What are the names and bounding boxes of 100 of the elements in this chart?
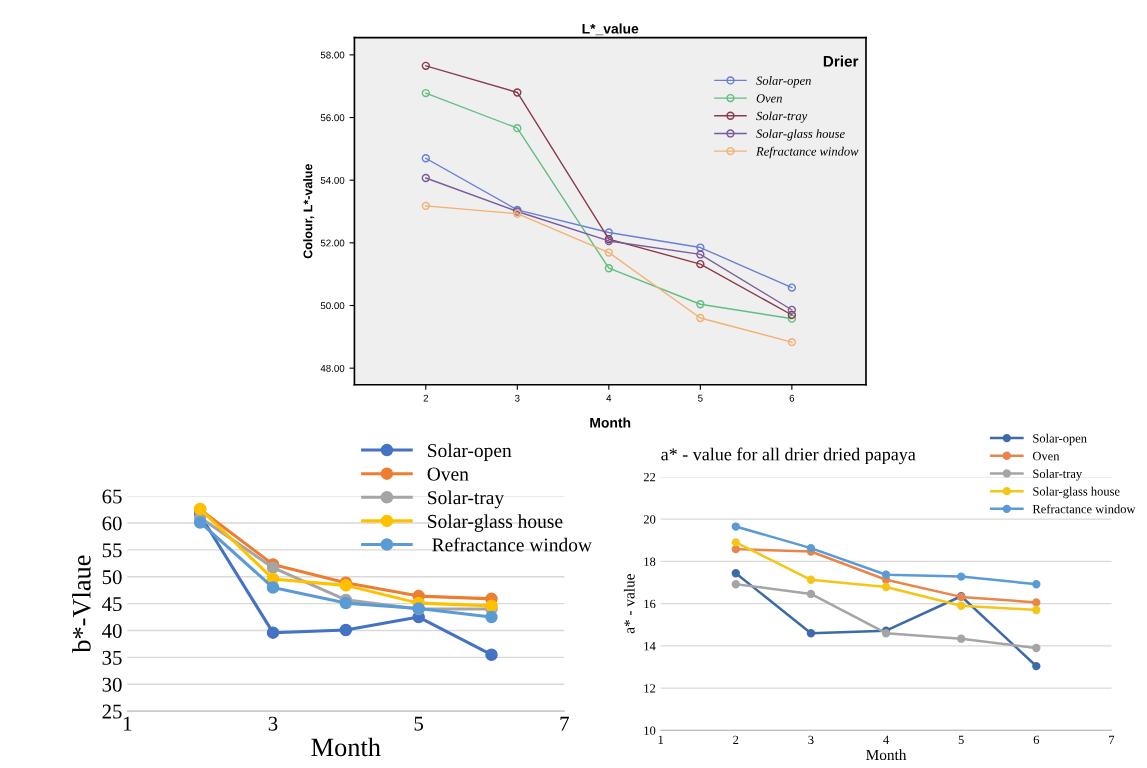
- y-tick-label: 50.00: [320, 302, 345, 310]
- point: [696, 313, 705, 323]
- point: [731, 522, 740, 531]
- y-tick-label: 18: [644, 557, 656, 566]
- y-axis-title: b*-Vlaue: [72, 555, 91, 653]
- point: [696, 300, 705, 309]
- x-tick-label: 3: [514, 394, 520, 402]
- x-tick-label: 3: [808, 735, 814, 745]
- y-tick-label: 52.00: [320, 239, 345, 247]
- x-tick-label: 6: [789, 394, 795, 402]
- x-axis-title: Month: [866, 749, 907, 761]
- legend-label: Solar-open: [756, 76, 811, 88]
- x-tick-label: 1: [123, 716, 132, 731]
- point: [421, 154, 430, 163]
- y-tick-label: 20: [643, 515, 656, 524]
- legend-label: Refractance window: [756, 146, 859, 159]
- legend-label: Refractance window: [1032, 504, 1136, 514]
- point: [1032, 598, 1041, 607]
- point: [421, 173, 430, 183]
- x-tick-label: 5: [958, 735, 964, 745]
- point: [485, 648, 498, 661]
- y-tick-label: 22: [643, 472, 656, 482]
- point: [881, 570, 891, 579]
- point: [604, 248, 613, 257]
- legend-label: Refractance window: [432, 537, 592, 552]
- y-tick-label: 45: [102, 597, 122, 612]
- x-tick-label: 2: [423, 394, 429, 402]
- point: [806, 543, 816, 553]
- point: [806, 589, 816, 599]
- x-axis-title: Month: [311, 737, 381, 757]
- y-axis-title: a* - value: [623, 574, 635, 634]
- legend-label: Solar-open: [1033, 433, 1087, 446]
- point: [421, 61, 430, 70]
- point: [1032, 643, 1041, 653]
- legend-title: Drier: [823, 55, 859, 67]
- point: [421, 201, 430, 211]
- x-tick-label: 5: [414, 716, 424, 731]
- y-tick-label: 14: [644, 641, 656, 651]
- point: [485, 610, 498, 624]
- y-tick-label: 56.00: [320, 114, 345, 122]
- legend-label: Solar-tray: [756, 111, 808, 123]
- y-tick-label: 58.00: [320, 51, 345, 59]
- x-tick-label: 3: [268, 716, 278, 731]
- legend-label: Solar-tray: [428, 490, 505, 509]
- y-tick-label: 65: [102, 489, 122, 504]
- point: [421, 88, 430, 98]
- point: [731, 544, 740, 554]
- legend-label: Solar-tray: [1033, 469, 1083, 481]
- point: [957, 634, 966, 643]
- y-tick-label: 10: [644, 726, 656, 735]
- x-tick-label: 7: [1109, 735, 1115, 744]
- x-tick-label: 7: [560, 716, 569, 731]
- point: [787, 283, 797, 292]
- x-tick-label: 1: [658, 735, 664, 744]
- legend-label: Solar-glass house: [1033, 486, 1120, 499]
- point: [513, 124, 522, 133]
- point: [1032, 661, 1041, 671]
- y-tick-label: 25: [102, 704, 122, 719]
- point: [513, 88, 522, 97]
- legend-label: Oven: [427, 467, 469, 481]
- point: [266, 581, 280, 594]
- point: [806, 575, 816, 584]
- point: [193, 516, 207, 529]
- point: [957, 601, 966, 610]
- point: [731, 538, 740, 547]
- y-tick-label: 16: [644, 599, 656, 609]
- point: [696, 250, 705, 259]
- point: [881, 582, 891, 592]
- point: [696, 259, 705, 269]
- y-tick-label: 60: [102, 516, 122, 531]
- y-tick-label: 35: [102, 650, 122, 665]
- x-tick-label: 4: [883, 735, 889, 744]
- point: [731, 569, 740, 578]
- y-tick-label: 30: [102, 677, 122, 692]
- x-tick-label: 4: [606, 394, 612, 402]
- point: [787, 305, 797, 315]
- legend-label: Solar-open: [428, 443, 512, 462]
- point: [604, 228, 613, 237]
- point: [787, 314, 797, 323]
- point: [787, 337, 797, 347]
- legend-label: Solar-glass house: [756, 129, 845, 141]
- point: [339, 623, 353, 637]
- legend-label: Oven: [756, 94, 782, 103]
- point: [1032, 605, 1041, 615]
- y-tick-label: 54.00: [320, 176, 345, 184]
- point: [806, 629, 816, 638]
- point: [957, 572, 966, 581]
- point: [604, 264, 613, 273]
- point: [266, 626, 280, 639]
- point: [696, 243, 705, 252]
- point: [1032, 580, 1041, 589]
- y-tick-label: 50: [102, 570, 122, 585]
- y-axis-title: Colour, L*-value: [303, 164, 315, 259]
- y-tick-label: 55: [102, 543, 122, 558]
- legend-label: Solar-glass house: [428, 514, 563, 532]
- y-tick-label: 40: [102, 623, 122, 638]
- y-tick-label: 12: [644, 684, 656, 693]
- chart-title: L*_value: [582, 23, 639, 36]
- point: [787, 310, 797, 320]
- legend-label: Oven: [1032, 451, 1060, 461]
